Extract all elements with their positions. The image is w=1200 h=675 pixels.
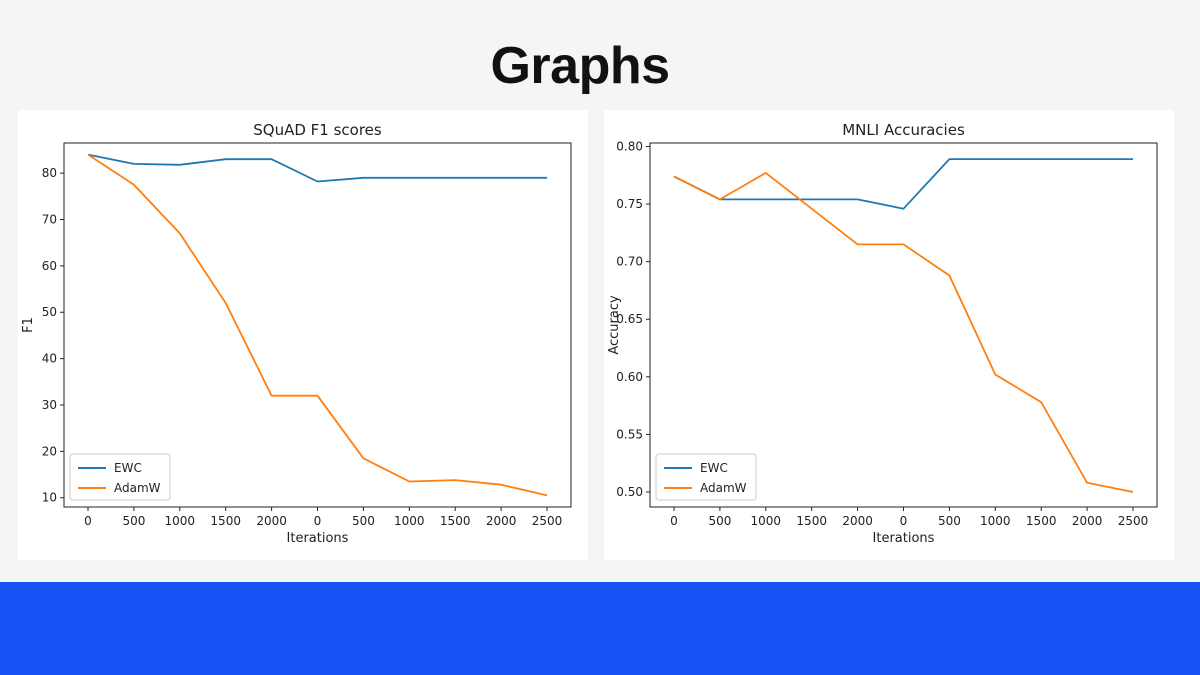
legend-label-adamw: AdamW [114,481,161,495]
x-tick-label: 1500 [210,514,241,528]
x-axis-label: Iterations [873,531,935,546]
y-tick-label: 10 [42,491,57,505]
y-tick-label: 70 [42,213,57,227]
x-tick-label: 500 [938,514,961,528]
x-tick-label: 1000 [394,514,425,528]
legend-label-ewc: EWC [114,461,142,475]
x-tick-label: 0 [84,514,92,528]
chart-title: SQuAD F1 scores [253,121,382,139]
x-tick-label: 0 [670,514,678,528]
x-tick-label: 0 [314,514,322,528]
y-tick-label: 0.70 [616,255,643,269]
x-axis-label: Iterations [287,531,349,546]
mnli-accuracy-chart: MNLI Accuracies 0 500 1000 1500 2000 0 500 1000 1… [604,110,1174,560]
y-tick-label: 0.55 [616,427,643,441]
y-tick-label: 80 [42,166,57,180]
x-tick-label: 2500 [1118,514,1149,528]
plot-frame [649,142,1158,508]
x-tick-label: 1000 [751,514,782,528]
series-line-ewc [87,153,547,183]
plot-frame [63,142,572,508]
chart-title: MNLI Accuracies [842,121,965,139]
x-tick-label: 1500 [796,514,827,528]
legend-label-adamw: AdamW [700,481,747,495]
y-tick-label: 50 [42,305,57,319]
y-tick-label: 0.60 [616,370,643,384]
y-tick-label: 0.65 [616,312,643,326]
y-tick-label: 0.80 [616,139,643,153]
x-tick-label: 1500 [440,514,471,528]
y-axis-label: Accuracy [607,295,622,355]
x-tick-label: 2000 [1072,514,1103,528]
squad-f1-chart-svg: SQuAD F1 scores 0 500 1000 1500 2000 0 500 1000 1… [21,121,572,546]
x-tick-label: 2000 [842,514,873,528]
y-tick-label: 30 [42,398,57,412]
x-tick-label: 500 [708,514,731,528]
series-line-ewc [673,158,1133,210]
x-tick-label: 2500 [532,514,563,528]
series-line-adamw [673,172,1134,493]
x-tick-label: 500 [352,514,375,528]
x-tick-label: 1000 [980,514,1011,528]
squad-f1-chart: SQuAD F1 scores 0 500 1000 1500 2000 0 500 1000 1… [18,110,588,560]
legend-label-ewc: EWC [700,461,728,475]
y-tick-label: 60 [42,259,57,273]
x-tick-label: 0 [900,514,908,528]
y-tick-label: 20 [42,444,57,458]
x-tick-label: 1000 [165,514,196,528]
bottom-accent-band [0,582,1200,675]
series-line-adamw [87,153,548,497]
y-tick-label: 0.50 [616,485,643,499]
x-tick-label: 2000 [486,514,517,528]
x-tick-label: 2000 [256,514,287,528]
y-tick-label: 0.75 [616,197,643,211]
x-tick-label: 1500 [1026,514,1057,528]
slide-title: Graphs [490,37,670,95]
mnli-accuracy-chart-svg: MNLI Accuracies 0 500 1000 1500 2000 0 500 1000 1… [607,121,1158,546]
y-tick-label: 40 [42,352,57,366]
x-tick-label: 500 [122,514,145,528]
y-axis-label: F1 [21,317,36,333]
